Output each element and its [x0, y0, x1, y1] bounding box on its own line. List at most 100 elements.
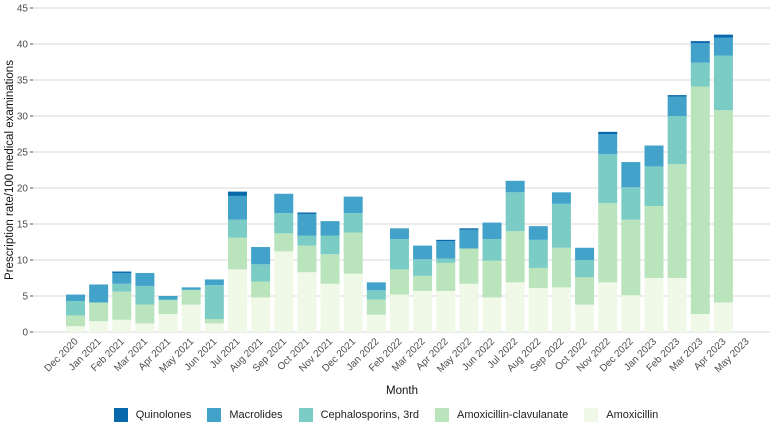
bar-stack — [459, 228, 479, 332]
y-tick-label: 20 — [17, 184, 29, 195]
bar-segment-amoxicillin — [227, 269, 247, 332]
bar-segment-amoxicillin — [204, 323, 224, 332]
bar-stack — [227, 191, 247, 332]
bar-segment-amoxicillin-clavulanate — [274, 233, 294, 252]
bar-stack — [135, 272, 155, 332]
gridlines — [33, 7, 770, 333]
bar-stack — [713, 34, 733, 332]
bar-stack — [112, 271, 132, 332]
bar-segment-macrolides — [158, 296, 178, 300]
bar-segment-cephalosporins-3rd — [389, 239, 409, 270]
bar-segment-amoxicillin — [598, 282, 618, 332]
bar-segment-cephalosporins-3rd — [713, 55, 733, 111]
bar-segment-amoxicillin-clavulanate — [297, 245, 317, 273]
legend-swatch — [298, 408, 313, 422]
y-tick-label: 5 — [22, 292, 28, 303]
bar-segment-amoxicillin-clavulanate — [436, 262, 456, 291]
bar-segment-amoxicillin-clavulanate — [227, 237, 247, 270]
bar-segment-macrolides — [551, 192, 571, 204]
bar-segment-macrolides — [644, 145, 664, 167]
bar-segment-cephalosporins-3rd — [667, 116, 687, 165]
legend-swatch — [113, 408, 128, 422]
legend-label: Cephalosporins, 3rd — [320, 409, 420, 421]
y-tick-label: 35 — [17, 76, 29, 87]
bar-segment-quinolones — [227, 191, 247, 196]
bar-segment-amoxicillin-clavulanate — [459, 248, 479, 284]
bar-segment-macrolides — [667, 96, 687, 116]
bar-segment-quinolones — [713, 34, 733, 38]
bar-segment-macrolides — [713, 37, 733, 56]
legend: Quinolones Macrolides Cephalosporins, 3r… — [0, 408, 772, 422]
bar-segment-amoxicillin — [297, 272, 317, 332]
y-axis-ticks: 0 5 10 15 20 25 30 35 40 45 — [17, 4, 33, 339]
bar-segment-cephalosporins-3rd — [598, 154, 618, 204]
bar-segment-cephalosporins-3rd — [621, 187, 641, 220]
bars — [66, 34, 733, 332]
legend-label: Amoxicillin — [606, 409, 659, 421]
legend-label: Macrolides — [229, 409, 283, 421]
bar-segment-amoxicillin — [413, 290, 433, 332]
bar-segment-macrolides — [204, 279, 224, 286]
bar-segment-amoxicillin — [575, 304, 595, 332]
bar-segment-macrolides — [135, 272, 155, 286]
bar-segment-amoxicillin — [667, 278, 687, 332]
bar-stack — [505, 180, 525, 332]
bar-segment-amoxicillin — [66, 326, 85, 332]
bar-segment-cephalosporins-3rd — [204, 285, 224, 320]
y-tick-label: 0 — [22, 328, 28, 339]
bar-segment-amoxicillin-clavulanate — [366, 299, 386, 315]
bar-stack — [204, 279, 224, 332]
bar-segment-amoxicillin — [320, 283, 340, 332]
bar-segment-cephalosporins-3rd — [66, 301, 85, 316]
bar-stack — [575, 247, 595, 332]
legend-item-cephalosporins: Cephalosporins, 3rd — [298, 408, 420, 422]
bar-segment-amoxicillin-clavulanate — [389, 269, 409, 295]
bar-segment-cephalosporins-3rd — [436, 258, 456, 263]
bar-segment-amoxicillin — [112, 319, 132, 332]
bar-segment-quinolones — [297, 212, 317, 214]
bar-stack — [413, 245, 433, 332]
legend-label: Quinolones — [135, 409, 192, 421]
bar-segment-quinolones — [436, 239, 456, 242]
bar-segment-amoxicillin — [621, 295, 641, 332]
legend-label: Amoxicillin-clavulanate — [457, 409, 569, 421]
bar-segment-cephalosporins-3rd — [413, 259, 433, 276]
bar-segment-amoxicillin-clavulanate — [621, 219, 641, 296]
y-tick-label: 30 — [17, 112, 29, 123]
y-tick-label: 15 — [17, 220, 29, 231]
bar-stack — [551, 192, 571, 332]
bar-segment-amoxicillin-clavulanate — [112, 291, 132, 320]
bar-segment-cephalosporins-3rd — [343, 213, 363, 233]
bar-segment-amoxicillin — [713, 302, 733, 332]
bar-segment-amoxicillin-clavulanate — [644, 206, 664, 278]
bar-segment-amoxicillin — [459, 283, 479, 332]
bar-segment-amoxicillin-clavulanate — [158, 300, 178, 314]
bar-segment-amoxicillin — [181, 304, 201, 332]
bar-segment-amoxicillin-clavulanate — [204, 319, 224, 324]
y-tick-label: 25 — [17, 148, 29, 159]
bar-segment-macrolides — [482, 222, 502, 240]
bar-segment-cephalosporins-3rd — [158, 299, 178, 301]
bar-segment-macrolides — [227, 195, 247, 220]
bar-segment-amoxicillin — [551, 287, 571, 332]
bar-segment-macrolides — [436, 241, 456, 259]
bar-segment-macrolides — [274, 193, 294, 214]
bar-segment-macrolides — [181, 287, 201, 290]
bar-segment-cephalosporins-3rd — [366, 290, 386, 300]
bar-segment-macrolides — [389, 228, 409, 240]
bar-segment-amoxicillin-clavulanate — [66, 315, 85, 327]
bar-stack — [482, 222, 502, 332]
legend-item-amoxicillin-clavulanate: Amoxicillin-clavulanate — [435, 408, 568, 422]
y-tick-label: 10 — [17, 256, 29, 267]
bar-segment-amoxicillin — [366, 314, 386, 332]
bar-segment-cephalosporins-3rd — [482, 239, 502, 261]
bar-segment-cephalosporins-3rd — [297, 235, 317, 246]
bar-segment-amoxicillin-clavulanate — [320, 254, 340, 284]
bar-stack — [436, 239, 456, 332]
bar-segment-amoxicillin-clavulanate — [598, 203, 618, 283]
bar-segment-cephalosporins-3rd — [320, 235, 340, 255]
bar-stack — [181, 287, 201, 332]
bar-segment-amoxicillin-clavulanate — [413, 275, 433, 291]
y-tick-label: 40 — [17, 40, 29, 51]
